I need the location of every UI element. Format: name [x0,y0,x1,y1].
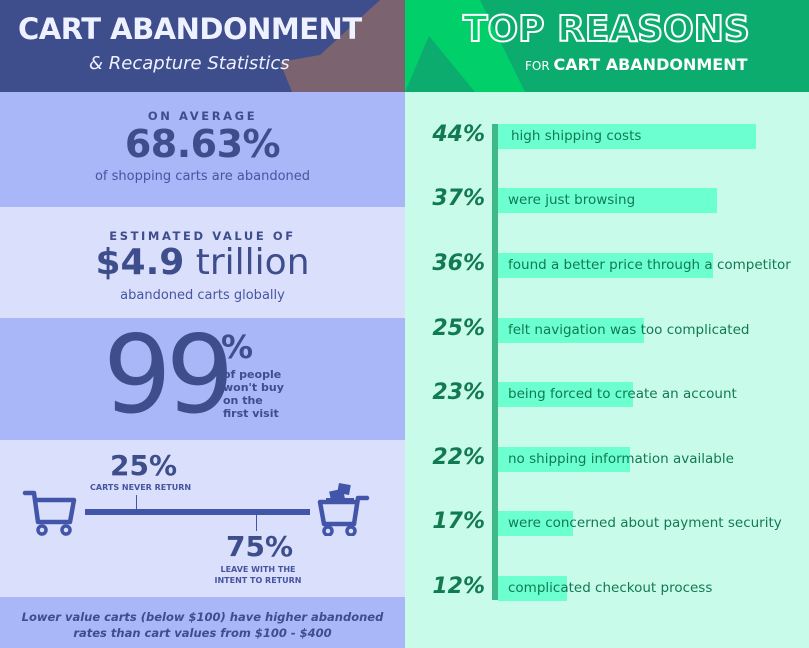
intent-return-label: LEAVE WITH THE INTENT TO RETURN [208,564,308,586]
desc-line: won't buy [223,381,284,394]
left-panel: CART ABANDONMENT & Recapture Statistics … [0,0,405,648]
reason-percent: 12% [432,574,485,599]
never-return-label: CARTS NEVER RETURN [90,483,192,492]
right-subtitle-main: CART ABANDONMENT [553,55,748,74]
right-header: TOP REASONS FOR CART ABANDONMENT [405,0,809,92]
reason-label: no shipping information available [508,451,734,467]
stat-average-block: ON AVERAGE 68.63% of shopping carts are … [0,92,405,207]
stat-value-caption: abandoned carts globally [120,288,285,303]
stat-average-value: 68.63% [124,122,281,166]
note-block: Lower value carts (below $100) have high… [0,597,405,648]
stat-value-bold: $4.9 [95,242,185,283]
reason-percent: 25% [432,316,485,341]
intent-return-tick [256,515,257,531]
never-return-tick [136,495,137,510]
stat-first-visit-description: of people won't buy on the first visit [223,368,284,420]
reason-label: found a better price through a competito… [508,257,791,273]
stat-average-kicker: ON AVERAGE [147,109,258,123]
stat-return-block: 25% CARTS NEVER RETURN 75% LEAVE WITH TH… [0,440,405,597]
desc-line: on the [223,394,263,407]
reason-label: complicated checkout process [508,580,713,596]
stat-value-light: trillion [184,242,310,283]
reason-percent: 44% [432,122,485,147]
reason-percent: 37% [432,186,485,211]
intent-label-line: INTENT TO RETURN [214,576,302,585]
decorative-shape [280,0,405,92]
note-line: rates than cart values from $100 - $400 [73,626,332,640]
right-subtitle-prefix: FOR [525,59,554,73]
stat-value-block: ESTIMATED VALUE OF $4.9 trillion abandon… [0,207,405,318]
left-subtitle: & Recapture Statistics [89,53,290,74]
reason-label: were concerned about payment security [508,515,782,531]
reason-bar [498,576,567,601]
reason-label: felt navigation was too complicated [508,322,750,338]
reason-label: were just browsing [508,192,636,208]
reason-bar [498,318,644,343]
right-panel: TOP REASONS FOR CART ABANDONMENT 44% hig… [405,0,809,648]
reason-label: being forced to create an account [508,386,737,402]
decorative-shape [405,0,525,92]
left-header: CART ABANDONMENT & Recapture Statistics [0,0,405,92]
reason-row: 23% being forced to create an account [405,380,809,407]
reason-row: 25% felt navigation was too complicated [405,316,809,343]
never-return-value: 25% [110,449,178,482]
reason-bar [498,511,573,536]
reason-bar [498,253,713,278]
right-subtitle: FOR CART ABANDONMENT [525,55,748,74]
reason-bar [498,124,756,149]
note-line: Lower value carts (below $100) have high… [21,610,384,624]
empty-cart-icon [22,490,77,536]
right-title: TOP REASONS [462,8,751,51]
reason-bar [498,447,630,472]
stat-value-kicker: ESTIMATED VALUE OF [109,229,296,243]
intent-return-value: 75% [226,530,294,563]
intent-label-line: LEAVE WITH THE [220,565,296,574]
desc-line: of people [223,368,282,381]
stat-value-amount: $4.9 trillion [0,242,405,283]
stat-first-visit-block: 99 % of people won't buy on the first vi… [0,313,405,440]
full-cart-icon [317,483,370,536]
reason-percent: 36% [432,251,485,276]
reason-bar [498,382,633,407]
reason-bar [498,188,717,213]
reason-label: high shipping costs [511,128,642,144]
reason-row: 44% high shipping costs [405,122,809,149]
stat-first-visit-percent: % [221,328,254,366]
return-timeline [85,509,310,515]
chart-axis [492,124,498,600]
left-title: CART ABANDONMENT [18,12,362,46]
reason-percent: 17% [432,509,485,534]
reason-row: 12% complicated checkout process [405,574,809,601]
reason-row: 36% found a better price through a compe… [405,251,809,278]
reason-row: 22% no shipping information available [405,445,809,472]
reason-percent: 23% [432,380,485,405]
stat-first-visit-number: 99 [103,313,234,438]
reason-row: 17% were concerned about payment securit… [405,509,809,536]
reason-percent: 22% [432,445,485,470]
note-text: Lower value carts (below $100) have high… [0,609,405,641]
desc-line: first visit [223,407,279,420]
stat-average-caption: of shopping carts are abandoned [94,169,311,184]
reason-row: 37% were just browsing [405,186,809,213]
